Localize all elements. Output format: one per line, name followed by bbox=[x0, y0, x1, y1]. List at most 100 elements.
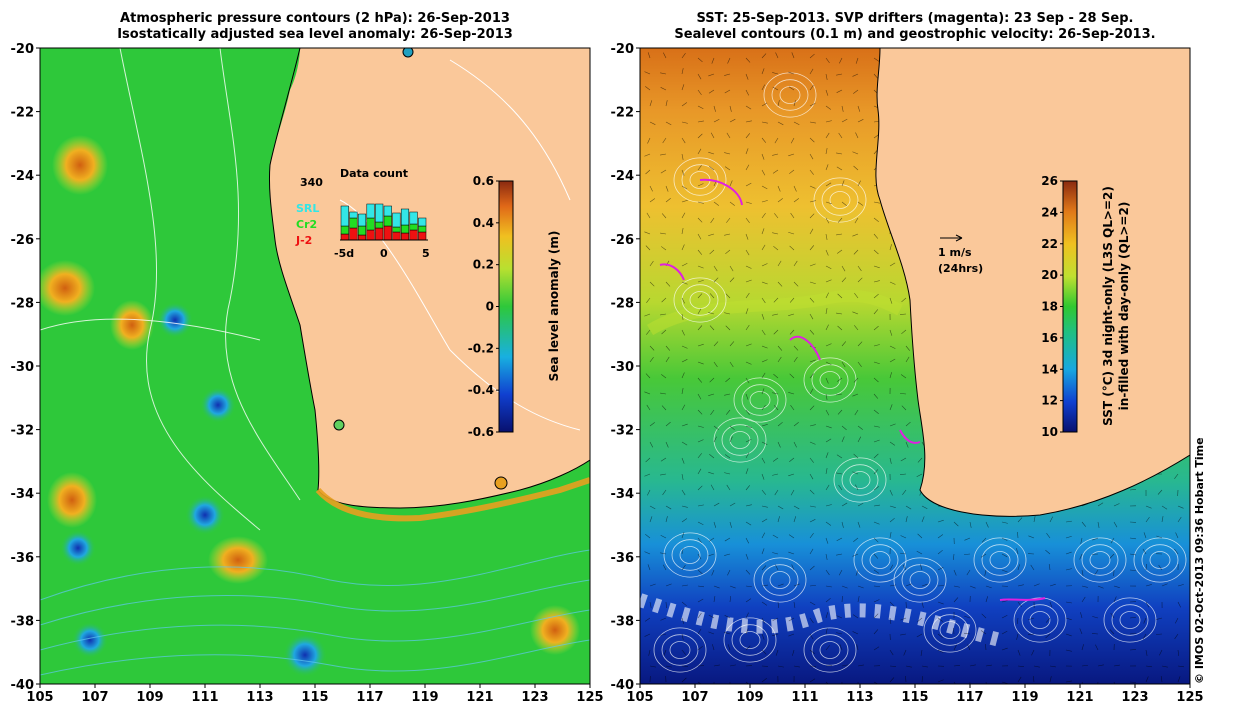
velocity-vector bbox=[729, 425, 735, 431]
velocity-vector bbox=[825, 279, 832, 283]
inset-x-tick: 0 bbox=[380, 247, 388, 260]
velocity-vector bbox=[644, 313, 651, 317]
velocity-vector bbox=[1001, 630, 1008, 635]
velocity-vector bbox=[761, 84, 765, 91]
svp-drifter-track bbox=[659, 263, 685, 281]
velocity-vector bbox=[788, 231, 795, 235]
velocity-vector bbox=[761, 489, 766, 495]
velocity-vector bbox=[772, 313, 779, 316]
velocity-vector bbox=[713, 585, 720, 589]
velocity-vector bbox=[1174, 473, 1179, 479]
velocity-vector bbox=[889, 601, 895, 607]
velocity-vector bbox=[745, 343, 752, 347]
velocity-vector bbox=[773, 405, 779, 411]
velocity-vector bbox=[873, 585, 880, 587]
velocity-vector bbox=[838, 132, 843, 139]
velocity-vector bbox=[1113, 664, 1120, 667]
velocity-vector bbox=[697, 569, 703, 575]
velocity-vector bbox=[681, 281, 688, 285]
inset-sat-cr2: Cr2 bbox=[296, 218, 317, 231]
velocity-vector bbox=[809, 601, 816, 606]
sealevel-contour bbox=[671, 539, 709, 571]
velocity-vector bbox=[953, 665, 960, 667]
velocity-vector bbox=[708, 151, 715, 155]
velocity-vector bbox=[724, 233, 731, 236]
inset-bar bbox=[400, 208, 410, 226]
velocity-vector bbox=[854, 217, 859, 224]
velocity-vector bbox=[713, 341, 719, 347]
velocity-vector bbox=[852, 233, 859, 237]
velocity-vector bbox=[1045, 549, 1051, 555]
velocity-vector bbox=[889, 489, 893, 496]
velocity-vector bbox=[853, 89, 859, 94]
velocity-vector bbox=[1092, 616, 1099, 619]
velocity-vector bbox=[969, 521, 972, 528]
right-map: 1 m/s (24hrs) bbox=[640, 48, 1190, 684]
velocity-vector bbox=[793, 505, 800, 510]
velocity-vector bbox=[1081, 585, 1088, 588]
velocity-vector bbox=[761, 345, 768, 349]
velocity-vector bbox=[1110, 537, 1115, 544]
velocity-vector bbox=[1156, 617, 1163, 620]
velocity-vector bbox=[1113, 521, 1118, 528]
inset-title: Data count bbox=[340, 167, 408, 180]
velocity-vector bbox=[917, 457, 923, 463]
velocity-vector bbox=[905, 356, 910, 363]
inset-max-label: 340 bbox=[300, 176, 323, 189]
colorbar-tick-label: 26 bbox=[1041, 174, 1058, 188]
velocity-vector bbox=[873, 377, 879, 383]
velocity-vector bbox=[697, 361, 704, 365]
velocity-vector bbox=[681, 564, 686, 571]
velocity-vector bbox=[873, 293, 879, 299]
velocity-vector bbox=[809, 473, 814, 480]
velocity-vector bbox=[825, 665, 833, 667]
velocity-vector bbox=[793, 583, 800, 587]
velocity-vector bbox=[967, 644, 971, 651]
velocity-vector bbox=[697, 393, 702, 400]
velocity-vector bbox=[644, 617, 651, 622]
x-tick-label: 111 bbox=[191, 690, 218, 705]
velocity-vector bbox=[649, 441, 654, 448]
velocity-vector bbox=[1049, 516, 1054, 523]
velocity-vector bbox=[745, 164, 750, 171]
y-tick-label: -26 bbox=[611, 233, 635, 248]
velocity-vector bbox=[1095, 644, 1099, 651]
velocity-vector bbox=[644, 391, 651, 395]
velocity-vector bbox=[852, 614, 859, 619]
velocity-vector bbox=[710, 484, 715, 491]
velocity-vector bbox=[1175, 532, 1179, 539]
velocity-vector bbox=[809, 617, 814, 624]
velocity-vector bbox=[825, 57, 830, 64]
colorbar-tick-label: 0 bbox=[486, 300, 494, 314]
velocity-vector bbox=[745, 598, 752, 603]
velocity-vector bbox=[921, 601, 924, 608]
velocity-vector bbox=[905, 421, 911, 427]
velocity-vector bbox=[697, 585, 704, 588]
velocity-vector bbox=[788, 313, 795, 316]
sealevel-contour bbox=[713, 417, 767, 463]
velocity-vector bbox=[761, 200, 768, 203]
velocity-vector bbox=[1016, 633, 1019, 640]
velocity-vector bbox=[969, 585, 976, 589]
velocity-vector bbox=[761, 457, 766, 464]
x-tick-label: 109 bbox=[136, 690, 163, 705]
velocity-vector bbox=[1033, 665, 1040, 668]
velocity-vector bbox=[916, 633, 923, 638]
velocity-vector bbox=[697, 133, 703, 139]
velocity-vector bbox=[921, 505, 928, 510]
velocity-vector bbox=[647, 52, 651, 59]
velocity-vector bbox=[649, 198, 656, 203]
velocity-vector bbox=[836, 632, 843, 635]
velocity-vector bbox=[708, 553, 715, 557]
velocity-vector bbox=[665, 583, 672, 587]
velocity-vector bbox=[873, 393, 879, 399]
y-tick-label: -20 bbox=[611, 42, 635, 57]
velocity-vector bbox=[980, 553, 987, 558]
velocity-vector bbox=[697, 425, 704, 428]
velocity-vector bbox=[964, 632, 971, 635]
velocity-vector bbox=[1049, 583, 1056, 587]
sealevel-contour bbox=[681, 284, 719, 316]
velocity-vector bbox=[697, 453, 702, 459]
velocity-vector bbox=[809, 169, 814, 175]
velocity-vector bbox=[1143, 532, 1147, 539]
